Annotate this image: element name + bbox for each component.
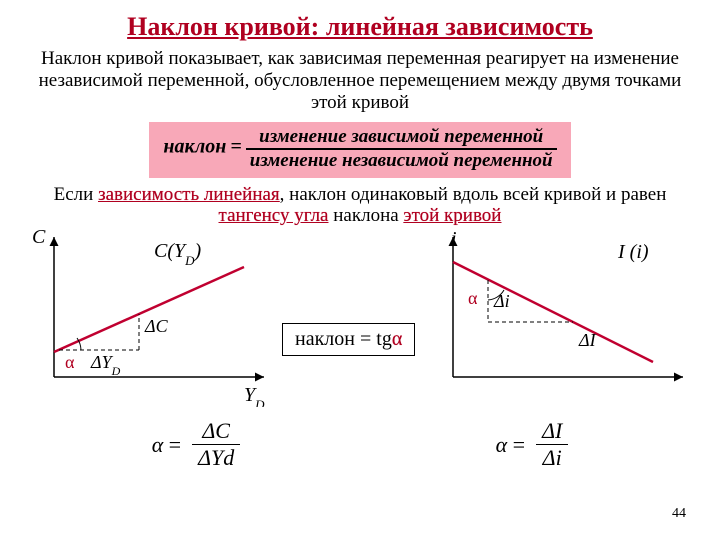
svg-text:ΔC: ΔC — [144, 316, 169, 336]
svg-text:Δi: Δi — [493, 291, 510, 311]
left-equation: α = ΔC ΔYd — [152, 418, 241, 471]
slope-alpha: α — [392, 328, 402, 350]
svg-text:YD: YD — [244, 384, 265, 407]
sub-prefix: Если — [54, 184, 98, 205]
page-title: Наклон кривой: линейная зависимость — [24, 12, 696, 42]
right-eq-den: Δi — [536, 445, 568, 471]
sub-hl2: тангенсу угла — [219, 205, 329, 226]
right-eq-num: ΔI — [536, 418, 568, 445]
svg-text:i: i — [451, 228, 457, 250]
sub-text: Если зависимость линейная, наклон одинак… — [24, 184, 696, 228]
description-text: Наклон кривой показывает, как зависимая … — [24, 48, 696, 114]
slope-formula-box: наклон = изменение зависимой переменной … — [24, 120, 696, 184]
right-equation: α = ΔI Δi — [496, 418, 569, 471]
left-eq-den: ΔYd — [192, 445, 240, 471]
left-chart: C C(YD) ΔC ΔYD α YD — [24, 227, 274, 412]
slope-label: наклон = tg — [295, 328, 392, 350]
svg-text:α: α — [65, 352, 75, 372]
svg-text:α: α — [468, 288, 478, 308]
svg-text:ΔYD: ΔYD — [90, 352, 121, 378]
right-chart: iI (i)αΔiΔII — [423, 227, 683, 412]
sub-mid2: наклона — [329, 205, 404, 226]
svg-text:C: C — [32, 227, 46, 248]
formula-lhs: наклон — [163, 135, 226, 157]
svg-text:I (i): I (i) — [617, 241, 649, 263]
right-eq-eq: = — [511, 432, 526, 458]
formula-numerator: изменение зависимой переменной — [246, 126, 557, 150]
left-eq-alpha: α — [152, 432, 164, 458]
page-number: 44 — [672, 506, 686, 522]
right-eq-alpha: α — [496, 432, 508, 458]
slope-equals-box: наклон = tgα — [282, 323, 415, 356]
svg-text:C(YD): C(YD) — [154, 240, 202, 268]
sub-mid: , наклон одинаковый вдоль всей кривой и … — [280, 184, 667, 205]
left-eq-eq: = — [167, 432, 182, 458]
formula-denominator: изменение независимой переменной — [246, 150, 557, 172]
svg-text:ΔI: ΔI — [578, 330, 597, 350]
left-eq-num: ΔC — [192, 418, 240, 445]
sub-hl1: зависимость линейная — [98, 184, 280, 205]
formula-eq: = — [230, 135, 241, 157]
sub-hl3: этой кривой — [403, 205, 501, 226]
